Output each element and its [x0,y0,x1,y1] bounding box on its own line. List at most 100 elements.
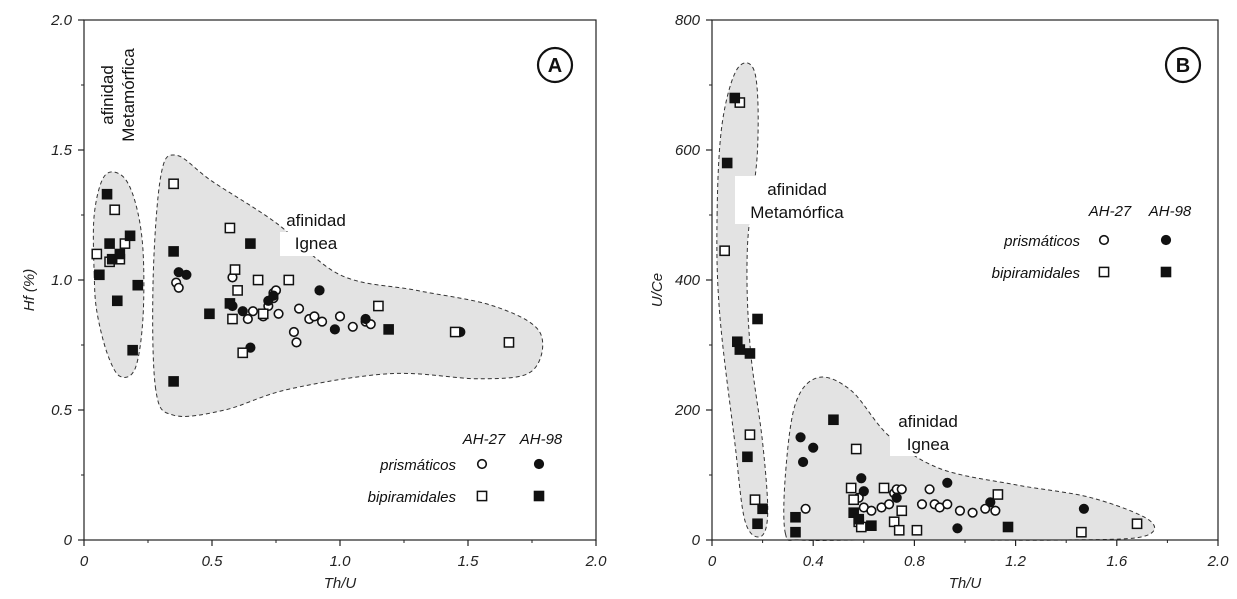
legend-symbol-filled-circle-b [1160,234,1172,246]
x-tick-label-b: 1.2 [1005,553,1027,570]
region-label-metamorphic-a-line1: afinidad [98,65,117,125]
data-point-open-square-b [911,524,923,536]
x-tick-label-b: 0.8 [904,553,926,570]
data-point-filled-circle-a [360,313,371,325]
data-point-filled-square-b [744,348,756,359]
data-point-filled-square-a [383,324,394,335]
data-point-filled-circle-b [985,497,996,508]
data-point-filled-square-a [168,376,179,387]
region-label-igneous-a-line2: Ignea [295,234,338,253]
x-tick-label-a: 1.5 [458,553,480,570]
data-point-filled-square-b [757,503,768,515]
data-point-open-square-b [850,443,862,455]
data-points-b [719,92,1143,538]
data-point-open-square-a [91,248,103,260]
region-label-bg-metamorphic-b [735,176,765,224]
legend-label-prismaticos-b: prismáticos [1003,233,1080,250]
data-point-filled-circle-b [1078,503,1090,514]
data-point-filled-square-a [127,344,138,356]
chart-panel-a: 0 0.5 1.0 1.5 2.0 0 0.5 1.0 1.5 2.0 Th/U Hf (%) a… [21,12,607,592]
region-label-igneous-a-line1: afinidad [286,211,346,230]
data-point-filled-square-b [752,518,763,530]
data-point-filled-square-b [721,157,733,169]
data-point-open-square-a [227,313,238,325]
legend-symbols-a [476,458,545,502]
x-tick-label-b: 0 [708,553,717,570]
legend-symbol-filled-square-b [1160,266,1172,278]
legend-b: AH-27 AH-98 prismáticos bipiramidales [992,203,1192,282]
region-metamorphic-b [716,62,769,538]
data-point-filled-square-a [245,238,256,249]
region-metamorphic-a [92,171,145,378]
x-axis-label-b: Th/U [949,575,982,592]
data-point-filled-circle-b [797,456,809,468]
region-label-bg-igneous-b [890,432,950,456]
data-point-open-square-b [845,482,857,494]
data-point-open-square-a [109,204,121,216]
data-point-open-square-b [1131,518,1143,530]
x-tick-label-b: 2.0 [1207,553,1230,570]
data-point-open-circle-b [883,499,895,510]
data-point-open-circle-a [316,316,328,327]
data-point-filled-circle-b [858,486,869,497]
x-axis-label-a: Th/U [324,575,357,592]
data-point-filled-square-b [853,513,865,525]
data-point-filled-square-a [224,298,236,309]
data-point-filled-square-a [132,279,144,291]
data-point-filled-square-b [1002,521,1014,533]
data-point-filled-square-a [168,246,179,257]
x-tick-label-a: 0 [80,553,89,570]
x-tick-label-b: 1.6 [1106,553,1128,570]
data-point-open-circle-b [924,484,935,495]
legend-header-ah27-a: AH-27 [462,431,506,448]
data-point-filled-square-a [101,188,113,200]
data-point-filled-square-a [111,295,123,307]
data-point-filled-circle-a [237,306,248,317]
data-point-filled-circle-b [891,492,902,503]
data-point-open-circle-b [967,507,978,518]
data-point-open-square-a [168,178,179,190]
data-point-open-square-b [896,505,908,517]
panel-letter-a: A [548,55,562,77]
legend-symbol-open-circle-a [476,458,488,470]
x-tick-label-a: 0.5 [202,553,224,570]
data-point-open-circle-a [347,321,358,332]
data-point-open-square-a [252,274,264,286]
legend-label-prismaticos-a: prismáticos [379,457,456,474]
y-tick-label-a: 1.5 [51,142,73,159]
data-point-open-circle-a [293,303,305,314]
data-point-filled-square-a [204,308,215,320]
panel-badge-b [1164,46,1202,84]
data-point-open-square-a [373,300,384,312]
axis-ticks-a: 0 0.5 1.0 1.5 2.0 0 0.5 1.0 1.5 2.0 [50,12,607,570]
legend-symbol-open-square-a [476,490,488,502]
x-tick-label-b: 0.4 [803,553,824,570]
data-point-filled-circle-a [181,269,192,280]
data-point-filled-square-a [114,248,126,260]
region-label-igneous-b-line1: afinidad [898,412,958,431]
data-point-filled-circle-a [268,290,279,301]
data-point-open-square-a [283,274,295,286]
data-point-open-square-a [232,285,243,296]
data-point-filled-square-b [742,451,753,463]
data-point-filled-circle-a [314,285,325,296]
region-igneous-a [152,154,544,417]
data-point-open-square-a [503,337,515,348]
region-label-bg-igneous-a [280,232,340,256]
data-points-a [91,178,515,387]
y-axis-label-b: U/Ce [649,273,666,307]
legend-header-ah27-b: AH-27 [1088,203,1132,220]
legend-a: AH-27 AH-98 prismáticos bipiramidales [368,431,563,506]
y-tick-label-b: 0 [692,532,701,549]
data-point-open-circle-b [896,484,907,495]
data-point-open-circle-b [800,503,811,514]
data-point-filled-circle-b [808,442,819,453]
data-point-open-square-b [719,245,730,257]
data-point-filled-square-a [94,269,105,281]
data-point-open-circle-a [247,306,259,317]
data-point-filled-square-b [729,92,741,104]
region-label-metamorphic-b-line1: afinidad [767,180,827,199]
legend-header-ah98-b: AH-98 [1148,203,1192,220]
data-point-open-circle-b [954,505,966,516]
